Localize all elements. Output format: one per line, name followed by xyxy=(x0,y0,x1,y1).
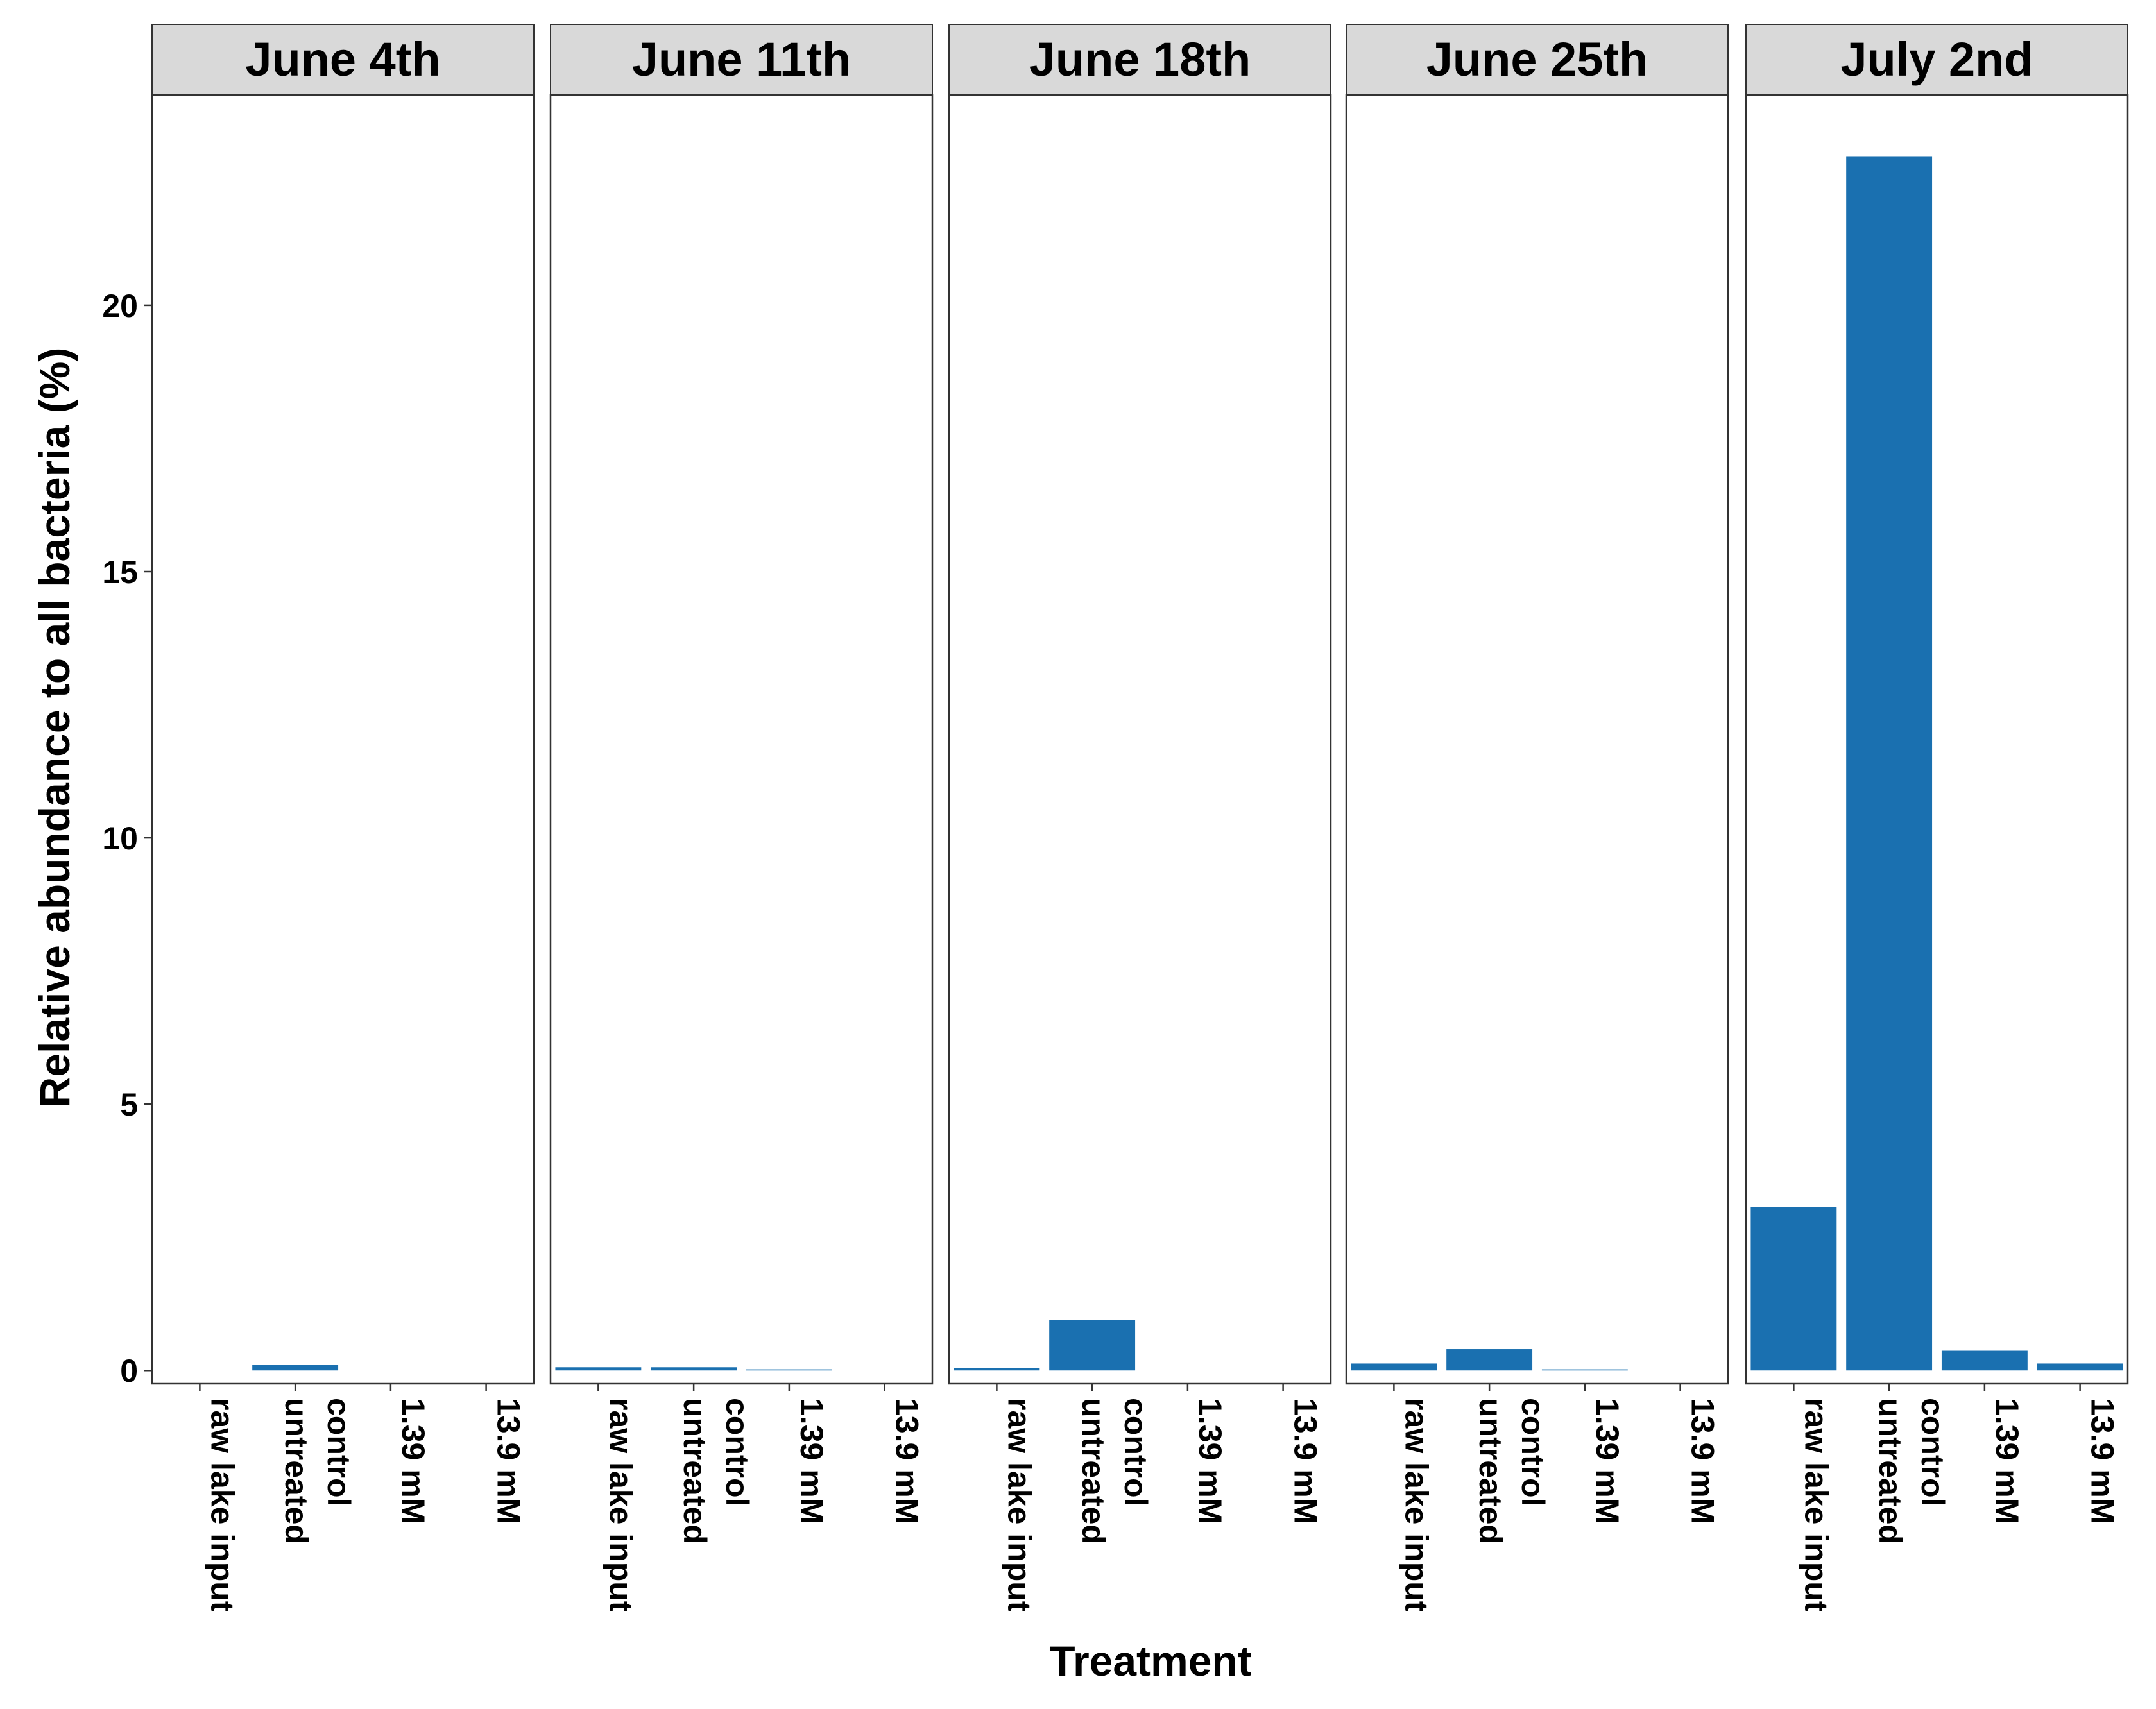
bar xyxy=(1446,1349,1533,1371)
x-tick-label: untreated xyxy=(278,1398,314,1544)
x-tick-label: untreated xyxy=(1872,1398,1908,1544)
x-tick-label: 1.39 mM xyxy=(395,1398,431,1524)
bar xyxy=(1351,1363,1437,1371)
bar xyxy=(1941,1350,2028,1371)
bar xyxy=(555,1367,642,1371)
panel-border xyxy=(1345,94,1729,1385)
facet-strip-label: June 11th xyxy=(632,33,851,86)
x-tick-label: 1.39 mM xyxy=(1589,1398,1625,1524)
x-tick-label: raw lake input xyxy=(1398,1398,1434,1612)
y-tick-label: 15 xyxy=(102,554,138,590)
facet-strip xyxy=(948,24,1331,96)
panel-border xyxy=(1745,94,2129,1385)
x-tick-label: raw lake input xyxy=(1798,1398,1834,1612)
x-tick-label: untreated xyxy=(1075,1398,1111,1544)
panel-border xyxy=(948,94,1332,1385)
bar xyxy=(651,1367,737,1371)
x-tick-label: control xyxy=(719,1398,755,1506)
x-tick-label: 13.9 mM xyxy=(491,1398,527,1524)
facet-strip-label: June 4th xyxy=(245,33,440,86)
bar xyxy=(1750,1207,1837,1371)
bar xyxy=(1846,156,1933,1371)
facet-strip-label: June 25th xyxy=(1426,33,1648,86)
bar xyxy=(252,1365,339,1371)
x-tick-label: 13.9 mM xyxy=(1685,1398,1721,1524)
facet-strip xyxy=(1745,24,2128,96)
y-tick-label: 10 xyxy=(102,820,138,856)
y-tick-label: 0 xyxy=(120,1353,138,1389)
facet-panel: June 11th raw lake input untreated control 1… xyxy=(549,24,934,1612)
x-tick-label: control xyxy=(1915,1398,1951,1506)
y-axis: 0 5 10 15 20 xyxy=(102,288,152,1389)
facet-strip xyxy=(151,24,535,96)
x-tick-label: untreated xyxy=(1473,1398,1509,1544)
bar xyxy=(2037,1363,2123,1371)
x-tick-label: control xyxy=(321,1398,357,1506)
facet-strip-label: June 18th xyxy=(1029,33,1251,86)
bar xyxy=(1541,1369,1628,1371)
panel-border xyxy=(151,94,535,1385)
facet-panel: July 2nd raw lake input untreated control 1.… xyxy=(1745,24,2129,1612)
bar xyxy=(746,1369,832,1371)
bar xyxy=(954,1368,1040,1371)
y-tick-label: 5 xyxy=(120,1087,138,1123)
x-tick-label: raw lake input xyxy=(1001,1398,1037,1612)
panel-border xyxy=(549,94,934,1385)
x-tick-label: 13.9 mM xyxy=(2085,1398,2121,1524)
facet-strip xyxy=(1346,24,1729,96)
x-tick-label: control xyxy=(1118,1398,1154,1506)
x-tick-label: 1.39 mM xyxy=(794,1398,830,1524)
x-tick-label: raw lake input xyxy=(204,1398,240,1612)
x-axis-title: Treatment xyxy=(1049,1637,1251,1685)
x-tick-label: untreated xyxy=(677,1398,713,1544)
facet-panel: June 4th raw lake input untreated control 1.… xyxy=(151,24,535,1612)
x-tick-label: 1.39 mM xyxy=(1192,1398,1228,1524)
bar xyxy=(1049,1320,1136,1371)
facet-strip-label: July 2nd xyxy=(1840,33,2033,86)
y-tick-label: 20 xyxy=(102,288,138,324)
facet-panel: June 18th raw lake input untreated control 1… xyxy=(948,24,1332,1612)
x-tick-label: 1.39 mM xyxy=(1989,1398,2025,1524)
x-tick-label: control xyxy=(1515,1398,1551,1506)
x-tick-label: 13.9 mM xyxy=(1288,1398,1324,1524)
x-tick-label: raw lake input xyxy=(603,1398,638,1612)
facet-panel: June 25th raw lake input untreated control 1… xyxy=(1345,24,1729,1612)
y-axis-title: Relative abundance to all bacteria (%) xyxy=(31,348,78,1108)
x-tick-label: 13.9 mM xyxy=(889,1398,925,1524)
